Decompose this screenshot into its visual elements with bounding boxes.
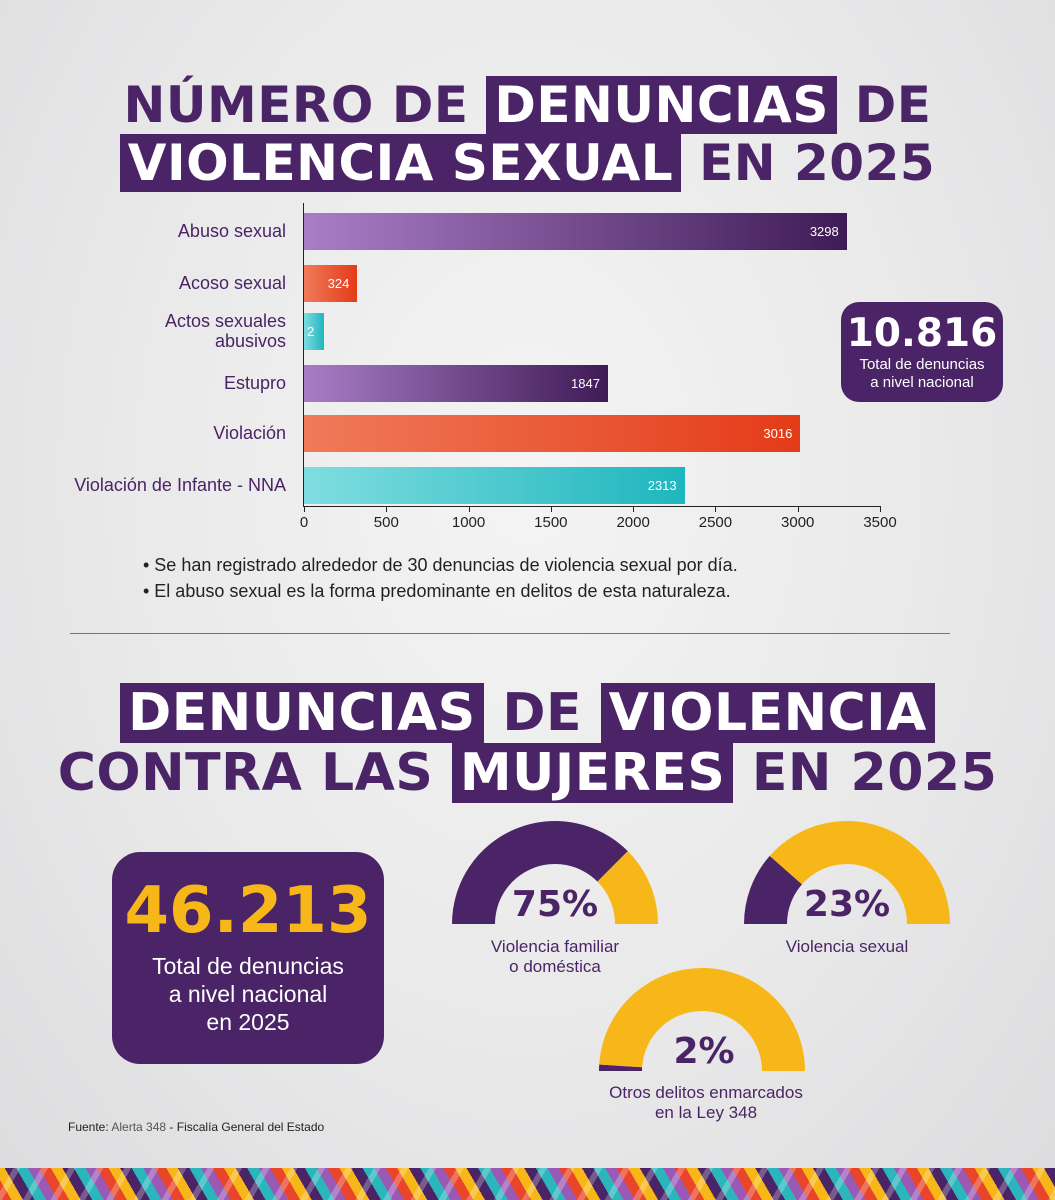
bar-value-label: 2 [307, 324, 315, 339]
bar: 3298 [304, 213, 847, 250]
bullet-note: • Se han registrado alrededor de 30 denu… [143, 555, 738, 575]
source-name: Alerta 348 [111, 1120, 167, 1134]
bar: 324 [304, 265, 358, 302]
title-highlight: DENUNCIAS [120, 683, 484, 743]
x-tick [304, 506, 305, 512]
gauge-label: Violencia sexual [717, 937, 977, 957]
category-label-line: Abuso sexual [177, 221, 286, 241]
x-tick-label: 3000 [781, 514, 815, 531]
category-label: Abuso sexual [26, 221, 286, 241]
bar: 2 [304, 313, 324, 350]
total-sexual-violence-box: 10.816 Total de denuncias a nivel nacion… [841, 302, 1003, 402]
x-tick-label: 500 [373, 514, 399, 531]
gauge-label: Violencia familiar o doméstica [425, 937, 685, 977]
title-part: EN 2025 [733, 743, 998, 803]
bar: 3016 [304, 415, 801, 452]
big-total-caption: Total de denuncias a nivel nacional en 2… [112, 952, 384, 1036]
total-caption-line: a nivel nacional [870, 374, 974, 391]
category-label-line: abusivos [214, 331, 286, 351]
gauge-percent: 2% [673, 1031, 735, 1072]
category-label: Estupro [26, 373, 286, 393]
bar-value-label: 324 [327, 276, 350, 291]
gauge-value-arc [599, 1064, 643, 1071]
x-tick-label: 1000 [451, 514, 486, 531]
bar-value-label: 3016 [763, 426, 793, 441]
section-title: DENUNCIAS DE VIOLENCIA CONTRA LAS MUJERE… [0, 683, 1055, 803]
section-divider [70, 633, 950, 634]
x-tick [880, 506, 881, 512]
gauge-label: Otros delitos enmarcados en la Ley 348 [576, 1083, 836, 1123]
x-tick-label: 1500 [534, 514, 568, 531]
gauge-label-line: Violencia familiar [490, 937, 620, 956]
title-highlight: MUJERES [451, 743, 734, 803]
title-part: NÚMERO DE [123, 76, 487, 134]
x-tick-label: 2000 [616, 514, 650, 531]
category-label: Actos sexuales abusivos [26, 311, 286, 351]
category-label-line: Actos sexuales [164, 311, 286, 331]
title-part: DE [836, 76, 932, 134]
title-highlight: VIOLENCIA SEXUAL [119, 134, 682, 192]
bar-value-label: 1847 [571, 376, 600, 391]
gauge-violencia-familiar [452, 821, 658, 924]
title-highlight: VIOLENCIA [600, 683, 935, 743]
category-label: Acoso sexual [26, 273, 286, 293]
category-label-line: Violación [213, 423, 286, 443]
gauge-percent: 75% [511, 884, 599, 925]
category-label: Violación de Infante - NNA [26, 475, 286, 495]
gauge-label-line: o doméstica [509, 957, 601, 976]
source-prefix: Fuente: [68, 1120, 109, 1134]
x-tick-label: 0 [299, 514, 309, 531]
title-part: EN 2025 [681, 134, 936, 192]
total-caption: Total de denuncias a nivel nacional [841, 356, 1003, 392]
decorative-weave-border [0, 1168, 1055, 1200]
source-note: Fuente: Alerta 348 - Fiscalía General de… [68, 1120, 324, 1134]
x-tick-label: 2500 [698, 514, 733, 531]
x-tick [386, 506, 388, 512]
source-sep: - [166, 1120, 177, 1134]
bar-value-label: 3298 [809, 224, 839, 239]
x-tick [633, 506, 635, 512]
category-label-line: Violación de Infante - NNA [74, 475, 286, 495]
category-label-line: Acoso sexual [178, 273, 286, 293]
gauge-label-line: en la Ley 348 [654, 1103, 758, 1122]
x-tick-label: 3500 [863, 514, 897, 531]
source-org: Fiscalía General del Estado [176, 1120, 325, 1134]
gauge-label-line: Violencia sexual [785, 937, 909, 956]
x-axis-line [303, 506, 880, 507]
total-caption-line: Total de denuncias [859, 356, 985, 373]
gauge-value-arc [452, 821, 628, 924]
gauge-rest-arc [599, 968, 805, 1071]
gauge-value-arc [744, 855, 802, 924]
bullet-note: • El abuso sexual es la forma predominan… [143, 581, 731, 601]
gauge-otros-delitos [599, 968, 805, 1071]
bar: 2313 [304, 467, 685, 504]
title-part: CONTRA LAS [57, 743, 452, 803]
x-tick [797, 506, 799, 512]
big-total-number: 46.213 [124, 874, 372, 948]
title-highlight: DENUNCIAS [486, 76, 837, 134]
x-tick [550, 506, 552, 512]
category-label-line: Estupro [223, 373, 286, 393]
gauge-percent: 23% [803, 884, 891, 925]
big-caption-line: a nivel nacional [168, 981, 328, 1007]
bar-value-label: 2313 [647, 478, 677, 493]
chart-title: NÚMERO DE DENUNCIAS DE VIOLENCIA SEXUAL … [0, 76, 1055, 192]
gauge-label-line: Otros delitos enmarcados [609, 1083, 803, 1102]
total-violence-box: 46.213 Total de denuncias a nivel nacion… [112, 852, 384, 1064]
big-caption-line: Total de denuncias [152, 953, 344, 979]
total-number: 10.816 [846, 311, 998, 356]
category-label: Violación [26, 423, 286, 443]
bar: 1847 [304, 365, 608, 402]
y-axis-line [303, 203, 304, 506]
x-tick [468, 506, 470, 512]
gauge-rest-arc [597, 851, 658, 924]
big-caption-line: en 2025 [206, 1009, 290, 1035]
x-tick [715, 506, 717, 512]
title-part: DE [483, 683, 601, 743]
gauge-violencia-sexual [744, 821, 950, 924]
gauge-rest-arc [769, 821, 950, 924]
